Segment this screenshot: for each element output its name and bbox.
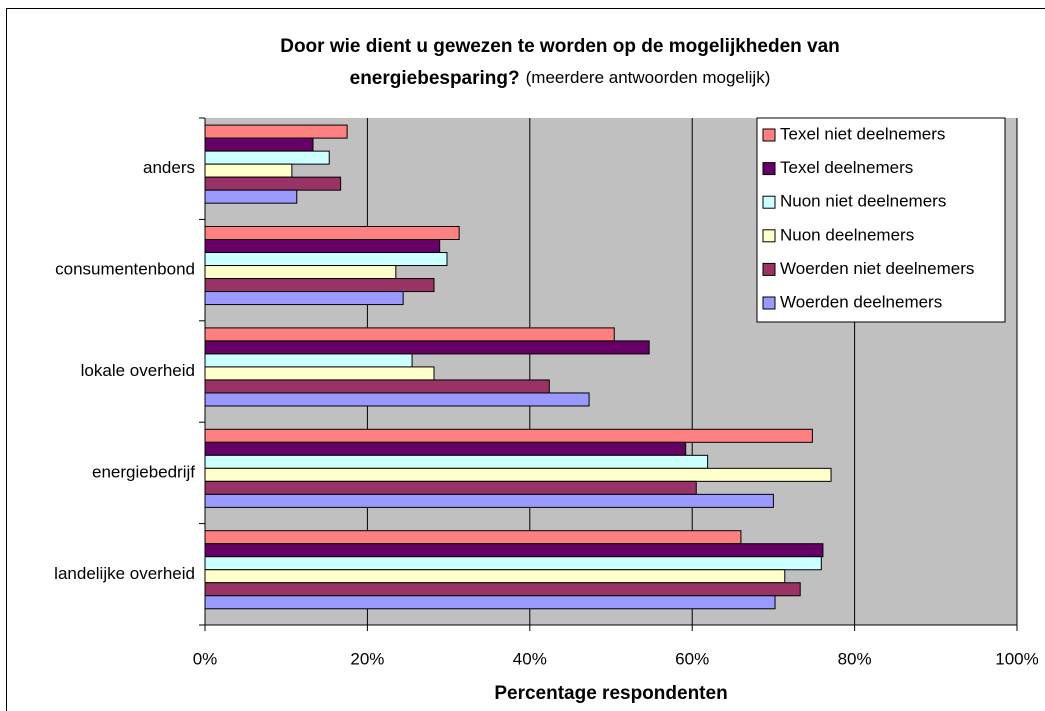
bar [204,530,742,545]
x-tick-label: 40% [513,649,547,668]
y-tick-label: anders [143,158,195,177]
chart-title: Door wie dient u gewezen te worden op de… [280,36,840,57]
bar [204,543,824,558]
bar [204,176,342,191]
bar [204,252,448,267]
bar [204,150,330,165]
y-tick-label: landelijke overheid [54,564,195,583]
bar [204,582,801,597]
legend-label: Woerden niet deelnemers [780,259,974,278]
chart-title-line: energiebesparing? (meerdere antwoorden mo… [350,68,771,89]
legend-label: Texel niet deelnemers [780,124,945,143]
legend-label: Nuon niet deelnemers [780,192,946,211]
bar [204,379,550,394]
legend-box [756,117,1006,323]
y-tick-label: consumentenbond [55,260,195,279]
chart-title: energiebesparing? [350,68,520,89]
x-axis-label: Percentage respondenten [494,683,727,704]
legend-swatch [762,262,776,276]
bar [204,137,314,152]
y-tick-label: lokale overheid [81,361,195,380]
bar [204,265,397,280]
legend-swatch [762,229,776,243]
bar [204,124,348,139]
bar [204,225,460,241]
bar [204,239,441,254]
legend-swatch [762,296,776,310]
x-tick-label: 100% [995,649,1038,668]
bar [204,454,709,469]
legend-label: Nuon deelnemers [780,225,914,244]
legend-label: Woerden deelnemers [780,292,942,311]
legend-label: Texel deelnemers [780,158,913,177]
bar [204,392,590,407]
bar [204,493,774,508]
x-tick-label: 0% [193,649,218,668]
legend: Texel niet deelnemers Texel deelnemers Nuo… [756,117,1006,323]
bar [204,428,813,443]
bar [204,467,832,482]
x-tick-label: 20% [350,649,384,668]
x-tick-label: 80% [838,649,872,668]
bar [204,340,650,355]
x-tick-label: 60% [675,649,709,668]
chart-subtitle: (meerdere antwoorden mogelijk) [526,68,771,87]
bar [204,441,687,456]
bar [204,327,615,342]
bar [204,480,697,495]
bar [204,189,298,204]
legend-swatch [762,162,776,176]
legend-swatch [762,195,776,209]
bar [204,291,404,306]
bar [204,163,293,178]
legend-swatch [762,128,776,142]
bar [204,595,776,610]
y-tick-label: energiebedrijf [92,462,195,481]
bar [204,366,435,381]
bar [204,556,822,571]
bar [204,278,435,293]
bar [204,569,786,584]
bar [204,353,413,368]
